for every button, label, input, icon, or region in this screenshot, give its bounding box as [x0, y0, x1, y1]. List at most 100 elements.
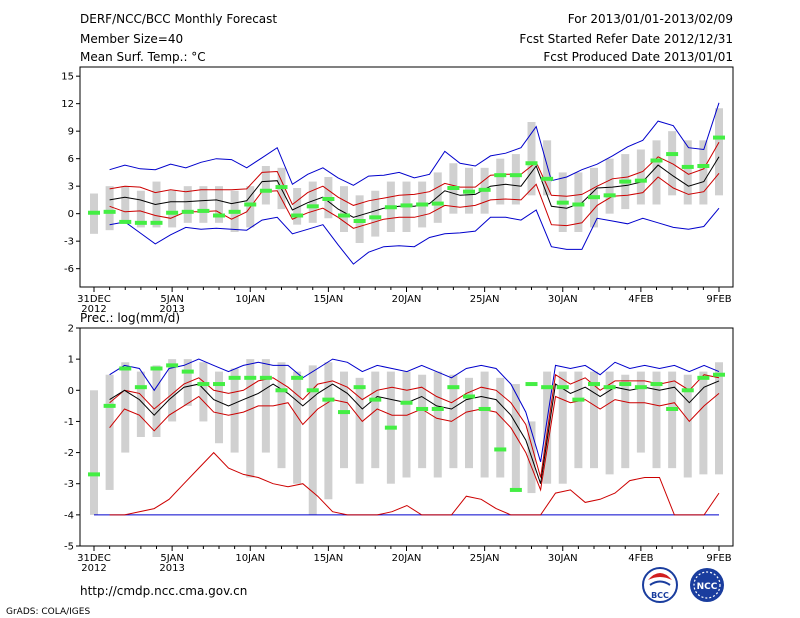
precip-spread-box — [590, 371, 598, 469]
temp-ytick-label: -3 — [64, 237, 74, 248]
footer-credit: GrADS: COLA/IGES — [6, 607, 90, 617]
precip-spread-box — [418, 374, 427, 469]
temp-observed-marker — [197, 208, 210, 213]
precip-xtick-label: 10JAN — [235, 553, 265, 564]
precip-observed-marker — [697, 375, 710, 380]
precip-spread-box — [433, 371, 442, 478]
precip-observed-marker — [603, 385, 616, 390]
temp-xtick-year: 2013 — [159, 304, 184, 315]
temp-spread-box — [371, 190, 380, 237]
temp-observed-marker — [213, 213, 225, 218]
precip-spread-box — [215, 371, 223, 444]
precip-observed-marker — [338, 410, 350, 415]
temp-spread-box — [199, 186, 208, 223]
precip-observed-marker — [291, 375, 304, 380]
precip-ytick-label: 1 — [68, 355, 74, 366]
precip-spread-box — [105, 374, 114, 490]
temp-xtick-label: 30JAN — [548, 294, 578, 305]
precip-xtick-label: 20JAN — [392, 553, 422, 564]
precip-ytick-label: -4 — [64, 510, 74, 521]
temp-observed-marker — [634, 178, 647, 183]
temp-ytick-label: 15 — [61, 72, 74, 83]
precip-series-max — [109, 358, 720, 463]
temp-spread-box — [293, 188, 302, 225]
precip-spread-box — [449, 374, 458, 469]
precip-ytick-label: -2 — [64, 448, 74, 459]
temp-spread-box — [433, 172, 442, 223]
precip-spread-box — [511, 384, 520, 490]
temp-observed-marker — [572, 202, 585, 207]
precip-ytick-label: 2 — [68, 324, 74, 335]
temp-observed-marker — [400, 203, 413, 208]
temp-series-lower — [109, 172, 720, 229]
precip-observed-marker — [666, 406, 679, 411]
precip-observed-marker — [306, 388, 319, 393]
header-period: For 2013/01/01-2013/02/09 — [568, 12, 733, 26]
temp-spread-box — [121, 186, 130, 223]
precip-spread-box — [605, 371, 614, 475]
precip-spread-box — [574, 371, 583, 469]
precip-observed-marker — [197, 382, 210, 387]
precip-observed-marker — [541, 385, 554, 390]
precip-ytick-label: -5 — [64, 542, 74, 553]
precip-observed-marker — [384, 425, 397, 430]
precip-series-lower — [109, 393, 720, 492]
precip-spread-box — [121, 362, 130, 453]
precip-spread-box — [293, 371, 302, 484]
temp-spread-box — [261, 166, 270, 205]
precip-spread-box — [355, 377, 364, 484]
temp-observed-marker — [666, 152, 679, 157]
temp-ytick-label: -6 — [64, 264, 74, 275]
temp-spread-box — [652, 140, 661, 205]
precip-spread-box — [465, 377, 473, 469]
precip-spread-box — [324, 362, 333, 500]
precip-ytick-label: 0 — [68, 386, 74, 397]
ncc-logo-text: NCC — [697, 582, 718, 592]
precip-title: Prec.: log(mm/d) — [80, 311, 180, 325]
temp-observed-marker — [431, 201, 444, 206]
temp-observed-marker — [588, 195, 600, 200]
temp-observed-marker — [603, 193, 616, 198]
temp-spread-box — [496, 158, 505, 205]
temp-spread-box — [715, 108, 723, 196]
footer-url[interactable]: http://cmdp.ncc.cma.gov.cn — [80, 584, 247, 598]
temp-series-mean — [109, 156, 720, 218]
precip-observed-marker — [228, 375, 241, 380]
header-variable: Mean Surf. Temp.: °C — [80, 50, 206, 64]
temp-observed-marker — [556, 200, 569, 205]
precip-spread-box — [136, 371, 145, 437]
precip-spread-box — [152, 365, 161, 437]
temp-spread-box — [574, 172, 583, 232]
temp-spread-box — [527, 122, 536, 196]
temp-plot-frame — [79, 66, 734, 288]
temp-observed-marker — [697, 164, 710, 168]
precip-spread-box — [480, 371, 489, 478]
precip-observed-marker — [634, 385, 647, 390]
temp-observed-marker — [306, 204, 319, 209]
header-title: DERF/NCC/BCC Monthly Forecast — [80, 12, 277, 26]
precip-observed-marker — [275, 388, 288, 393]
precip-spread-box — [308, 365, 317, 515]
temp-xtick-label: 9FEB — [706, 294, 731, 305]
temp-xtick-label: 15JAN — [313, 294, 343, 305]
precip-series-min — [109, 451, 720, 516]
precip-observed-marker — [353, 385, 366, 390]
precip-xtick-label: 15JAN — [313, 553, 343, 564]
temp-xtick-label: 20JAN — [392, 294, 422, 305]
precip-observed-marker — [244, 375, 257, 380]
temp-spread-box — [215, 186, 223, 223]
precip-observed-marker — [166, 363, 179, 368]
precip-observed-marker — [119, 366, 132, 371]
temp-spread-box — [136, 190, 145, 228]
precip-observed-marker — [447, 385, 460, 390]
precip-observed-marker — [322, 397, 335, 402]
precip-spread-box — [277, 362, 286, 469]
precip-observed-marker — [259, 375, 272, 380]
precip-spread-box — [636, 371, 645, 453]
temp-observed-marker — [447, 186, 460, 190]
temp-observed-marker — [119, 219, 132, 224]
temp-spread-box — [105, 186, 114, 231]
